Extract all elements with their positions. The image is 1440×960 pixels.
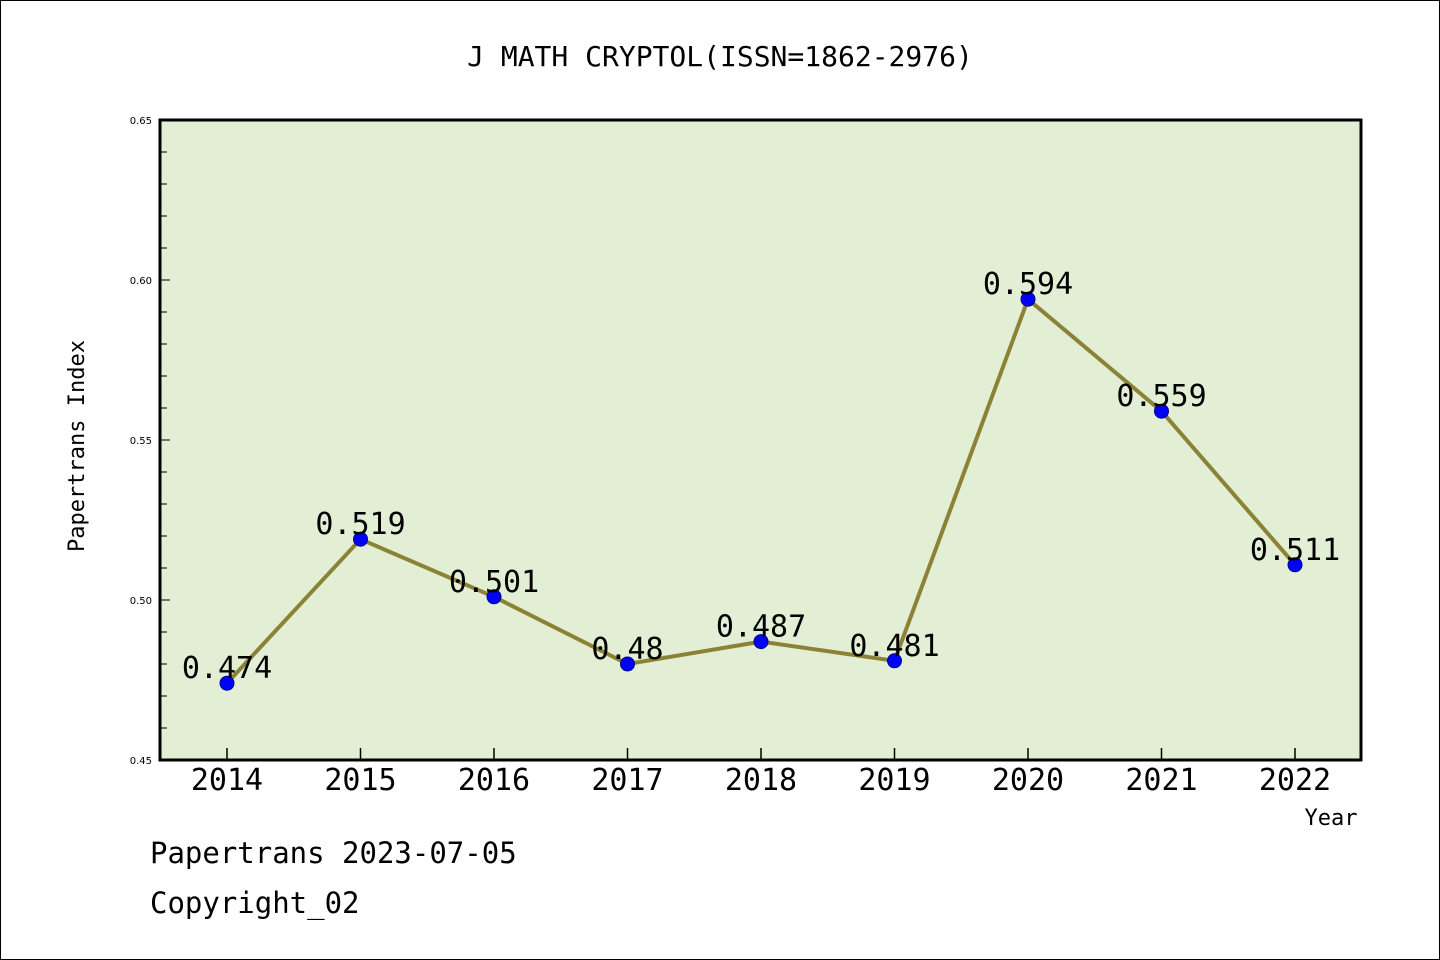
x-tick-label: 2022 (1259, 763, 1331, 798)
data-point[interactable] (620, 656, 635, 672)
data-point[interactable] (887, 653, 902, 669)
data-label: 0.487 (716, 610, 806, 645)
data-label: 0.511 (1250, 533, 1340, 568)
data-label: 0.48 (591, 632, 663, 667)
y-tick-label: 0.45 (130, 756, 152, 767)
data-label: 0.519 (315, 507, 405, 542)
x-tick-label: 2019 (858, 763, 930, 798)
data-point[interactable] (219, 675, 235, 691)
y-tick-label: 0.65 (130, 116, 152, 127)
y-tick-label: 0.50 (130, 596, 152, 607)
x-tick-label: 2014 (191, 763, 263, 798)
x-tick-label: 2018 (725, 763, 797, 798)
data-label: 0.559 (1116, 379, 1206, 414)
plot-border (158, 118, 1363, 762)
x-tick-label: 2021 (1125, 763, 1197, 798)
x-tick-label: 2020 (992, 763, 1064, 798)
y-tick-label: 0.55 (130, 436, 152, 447)
chart-title: J MATH CRYPTOL(ISSN=1862-2976) (467, 40, 973, 73)
data-label: 0.474 (182, 651, 272, 686)
data-point[interactable] (486, 589, 502, 605)
data-point[interactable] (353, 531, 368, 547)
footer-date: Papertrans 2023-07-05 (150, 836, 517, 870)
data-point[interactable] (1154, 403, 1169, 419)
footer-copyright: Copyright_02 (150, 886, 360, 920)
y-axis-label: Papertrans Index (65, 340, 90, 552)
data-label: 0.501 (449, 565, 539, 600)
plot-background (160, 120, 1361, 760)
data-label: 0.481 (849, 629, 939, 664)
data-point[interactable] (753, 634, 769, 650)
x-tick-label: 2017 (591, 763, 663, 798)
plot-area: 0.45 0.50 0.55 0.60 0.65 2014 2015 2016 2017 2018… (130, 116, 1363, 798)
data-point[interactable] (1287, 557, 1303, 573)
x-tick-label: 2016 (458, 763, 530, 798)
data-label: 0.594 (983, 267, 1073, 302)
y-tick-label: 0.60 (130, 276, 152, 287)
x-tick-label: 2015 (324, 763, 396, 798)
data-point[interactable] (1020, 291, 1036, 307)
x-axis-label: Year (1305, 806, 1358, 831)
